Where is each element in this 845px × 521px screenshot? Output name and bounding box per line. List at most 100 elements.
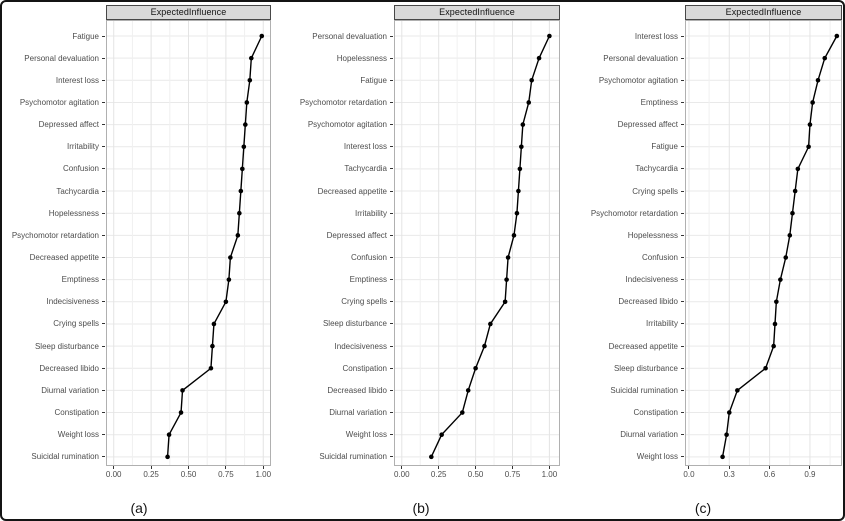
y-axis-tick [390,257,393,258]
y-axis-tick [390,234,393,236]
data-point [795,166,801,172]
y-axis-label: Irritability [645,319,678,329]
plot-svg-b [395,21,559,465]
y-axis-tick [390,101,393,103]
y-axis-tick [102,124,105,126]
y-axis-tick [390,412,393,414]
data-point [792,188,798,194]
strip-header-c: ExpectedInfluence [685,5,842,20]
data-point [536,55,542,61]
y-axis-label: Indecisiveness [46,297,99,307]
data-point [482,343,487,349]
data-point [511,233,517,238]
y-axis-tick [681,434,684,436]
data-point [244,100,250,105]
y-axis-tick [102,389,105,391]
y-axis-label: Emptiness [640,97,678,107]
y-axis-tick [681,212,684,214]
data-point [465,388,471,393]
y-axis-tick [390,345,393,347]
data-point [473,365,478,371]
data-point [810,100,815,105]
y-axis-label: Personal devaluation [603,53,678,63]
y-axis-tick [102,279,105,281]
x-axis-tick [809,466,811,469]
y-axis-label: Depressed affect [326,230,387,240]
data-point [249,55,254,61]
data-point [834,33,840,39]
y-axis-tick [681,35,684,37]
x-axis-tick [401,466,403,469]
y-axis-label: Confusion [350,253,387,262]
data-point [243,122,248,127]
data-point [429,454,434,460]
y-axis-tick [681,279,684,281]
y-axis-tick [102,79,105,81]
strip-header-a: ExpectedInfluence [106,5,271,20]
y-axis-tick [102,168,105,170]
y-axis-label: Decreased appetite [29,253,99,262]
y-axis-tick [681,168,684,170]
y-axis-label: Interest loss [634,31,678,41]
y-axis-tick [102,301,105,303]
x-axis-tick-label: 0.9 [804,470,816,479]
data-point [771,343,776,349]
data-point [763,365,768,371]
x-axis-tick [225,466,227,469]
panel-caption-b: (b) [412,500,430,516]
y-axis-tick [390,456,393,458]
data-point [178,410,184,415]
y-axis-tick [681,257,684,258]
data-point [488,321,493,327]
y-axis-tick [390,57,393,59]
strip-title: ExpectedInfluence [725,7,802,17]
y-axis-tick [102,57,105,59]
trend-line [721,35,838,457]
y-axis-label: Interest loss [55,75,99,85]
x-axis-tick-label: 0.25 [430,470,447,479]
x-axis-tick-label: 0.75 [218,470,234,479]
data-point [720,454,725,460]
y-axis-tick [390,389,393,391]
y-axis-tick [681,234,684,236]
y-axis-tick [681,323,684,325]
x-axis-tick [113,466,115,469]
y-axis-label: Psychomotor agitation [307,120,387,130]
y-axis-tick [102,190,105,192]
data-point [439,432,444,438]
y-axis-tick [102,412,105,414]
strip-title: ExpectedInfluence [439,7,515,17]
y-axis-tick [390,367,393,369]
x-axis-tick [262,466,264,469]
data-point [778,277,783,282]
y-axis-tick [102,323,105,325]
y-axis-label: Suicidal rumination [610,385,678,395]
y-axis-tick [390,434,393,436]
y-axis-label: Hopelessness [48,208,99,218]
y-axis-label: Irritability [66,142,99,152]
strip-header-b: ExpectedInfluence [394,5,560,20]
x-axis-tick [188,466,189,469]
y-axis-tick [681,456,684,458]
data-point [180,388,185,393]
x-axis-tick-label: 1.00 [541,470,558,479]
y-axis-label: Psychomotor agitation [19,97,99,107]
data-point [210,343,215,349]
plot-area-c [685,20,842,466]
y-axis-label: Weight loss [57,430,99,440]
y-axis-tick [681,146,684,148]
y-axis-label: Hopelessness [336,53,387,63]
data-point [228,255,233,260]
data-point [787,233,793,238]
y-axis-label: Personal devaluation [24,53,99,63]
data-point [240,166,245,172]
y-axis-tick [681,345,684,347]
y-axis-label: Confusion [62,164,99,174]
data-point [806,144,811,150]
y-axis-label: Irritability [354,208,387,218]
y-axis-label: Sleep disturbance [34,341,99,351]
y-axis-tick [390,79,393,81]
y-axis-tick [102,257,105,258]
y-axis-label: Crying spells [53,319,99,329]
